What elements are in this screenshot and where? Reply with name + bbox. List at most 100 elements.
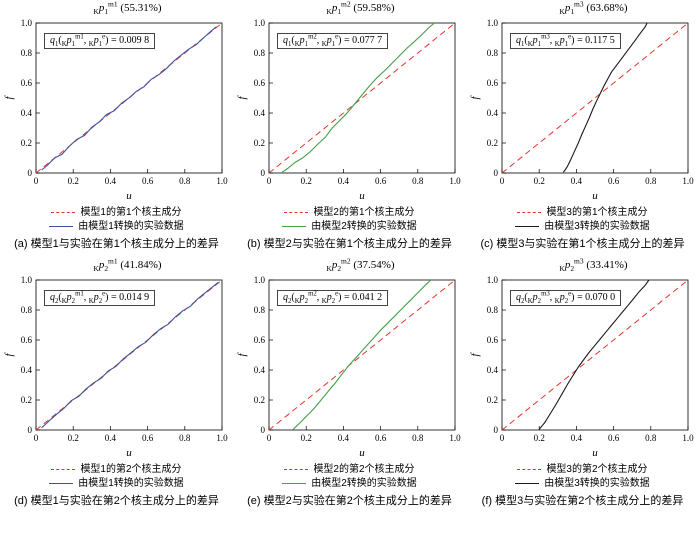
x-tick-label: 0.2 xyxy=(533,433,544,443)
text-segment: e xyxy=(102,290,106,298)
y-tick-label: 0.2 xyxy=(20,395,31,405)
text-segment: ( xyxy=(58,35,62,46)
text-segment: 1 xyxy=(521,41,525,48)
text-segment: m1 xyxy=(108,0,118,9)
text-segment: 1 xyxy=(55,41,59,48)
text-segment: K xyxy=(321,298,327,305)
text-segment: 1 xyxy=(304,41,309,48)
legend-item: 由模型2转换的实验数据 xyxy=(282,220,417,233)
y-tick-label: 0.8 xyxy=(253,305,265,315)
text-segment: K xyxy=(93,7,99,17)
x-tick-label: 0.8 xyxy=(645,176,657,186)
legend-dashed-line-icon xyxy=(517,469,542,470)
text-segment: m1 xyxy=(108,256,118,266)
x-tick-label: 0 xyxy=(33,433,38,443)
text-segment: , xyxy=(83,292,89,303)
text-segment: 2 xyxy=(288,298,292,305)
text-segment: 1 xyxy=(288,41,292,48)
panel-caption: (a) 模型1与实验在第1个核主成分上的差异 xyxy=(14,238,219,250)
y-tick-label: 1.0 xyxy=(486,18,498,28)
annotation-box: q2(Kp2m2, Kp2e) = 0.041 2 xyxy=(277,290,389,306)
x-tick-label: 0.4 xyxy=(337,433,349,443)
text-segment: K xyxy=(554,41,560,48)
text-segment: K xyxy=(326,264,332,274)
y-tick-label: 0 xyxy=(493,168,498,178)
legend-dashed-line-icon xyxy=(284,469,309,470)
text-segment: m3 xyxy=(574,0,584,9)
text-segment: p xyxy=(532,35,538,46)
x-tick-label: 1.0 xyxy=(449,433,461,443)
text-segment: m3 xyxy=(541,33,550,41)
x-tick-label: 0.4 xyxy=(337,176,349,186)
text-segment: p xyxy=(331,2,338,14)
x-tick-label: 0.8 xyxy=(179,176,191,186)
y-tick-label: 0.6 xyxy=(486,335,498,345)
panel-title: Kp1m2 (59.58%) xyxy=(233,0,466,17)
annotation-box: q2(Kp2m1, Kp2e) = 0.014 9 xyxy=(44,290,156,306)
text-segment: 1 xyxy=(570,7,575,17)
text-segment: K xyxy=(527,298,533,305)
panel-caption: (d) 模型1与实验在第2个核主成分上的差异 xyxy=(14,495,219,507)
legend-label: 由模型1转换的实验数据 xyxy=(78,221,184,232)
x-tick-label: 0.2 xyxy=(67,433,78,443)
plot-svg: 00 0.2 0.2 0.4 0.4 0.6 0.6 0.8 0.8 1.0 1.0 u f xyxy=(3,18,228,202)
text-segment: ( xyxy=(524,292,528,303)
legend-item: 模型1的第1个核主成分 xyxy=(51,206,182,219)
y-tick-label: 0 xyxy=(27,425,32,435)
legend-dashed-line-icon xyxy=(284,212,309,213)
text-segment: p xyxy=(564,259,571,271)
y-tick-label: 0.6 xyxy=(253,78,265,88)
panel-c: Kp1m3 (63.68%) 0 0 0.2 0.2 0.4 0.4 0.6 0.6 0.8 0.8… xyxy=(466,0,699,251)
y-tick-label: 0.2 xyxy=(253,138,264,148)
legend-label: 由模型1转换的实验数据 xyxy=(78,478,184,489)
legend-label: 模型3的第1个核主成分 xyxy=(546,207,648,218)
x-tick-label: 0.6 xyxy=(141,176,153,186)
legend-label: 模型3的第2个核主成分 xyxy=(546,464,648,475)
text-segment: e xyxy=(335,33,339,41)
text-segment: , xyxy=(316,292,322,303)
text-segment: q xyxy=(516,292,521,303)
y-tick-label: 0.6 xyxy=(20,335,32,345)
data-line xyxy=(281,22,435,173)
panel-title: Kp2m3 (33.41%) xyxy=(466,257,699,274)
text-segment: p xyxy=(98,2,105,14)
legend-item: 模型1的第2个核主成分 xyxy=(51,463,182,476)
legend: 模型3的第2个核主成分 由模型3转换的实验数据 xyxy=(466,463,699,490)
text-segment: K xyxy=(294,298,300,305)
y-tick-label: 0 xyxy=(260,168,265,178)
text-segment: 1 xyxy=(98,41,103,48)
axis-frame xyxy=(35,22,222,174)
text-segment: q xyxy=(50,292,55,303)
text-segment: m1 xyxy=(75,290,84,298)
x-tick-label: 1.0 xyxy=(216,176,228,186)
x-tick-label: 0 xyxy=(266,176,271,186)
y-tick-label: 0.8 xyxy=(486,305,498,315)
plot-svg: 00 0.2 0.2 0.4 0.4 0.6 0.6 0.8 0.8 1.0 1.0 u f xyxy=(236,18,461,202)
text-segment: (63.68%) xyxy=(583,2,628,14)
x-axis-label: u xyxy=(592,190,598,202)
legend-solid-line-icon xyxy=(49,226,74,227)
legend-solid-line-icon xyxy=(282,226,307,227)
y-tick-label: 0.4 xyxy=(253,108,265,118)
y-tick-label: 0.6 xyxy=(486,78,498,88)
text-segment: K xyxy=(93,264,99,274)
text-segment: , xyxy=(316,35,322,46)
text-segment: 1 xyxy=(331,41,336,48)
legend-label: 由模型3转换的实验数据 xyxy=(544,221,650,232)
text-segment: e xyxy=(568,33,572,41)
text-segment: , xyxy=(549,35,555,46)
panel-caption: (f) 模型3与实验在第2个核主成分上的差异 xyxy=(481,495,684,507)
y-tick-label: 0 xyxy=(260,425,265,435)
text-segment: p xyxy=(299,292,305,303)
y-tick-label: 1.0 xyxy=(253,275,265,285)
y-tick-label: 0.8 xyxy=(20,48,32,58)
plot-svg: 00 0.2 0.2 0.4 0.4 0.6 0.6 0.8 0.8 1.0 1.0 u f xyxy=(469,275,694,459)
legend-solid-line-icon xyxy=(49,483,74,484)
x-axis-label: u xyxy=(359,447,365,459)
y-axis-label: f xyxy=(3,95,15,100)
x-axis-label: u xyxy=(359,190,365,202)
text-segment: ) = 0.014 9 xyxy=(105,292,150,303)
y-tick-label: 0.6 xyxy=(20,78,32,88)
legend-item: 由模型2转换的实验数据 xyxy=(282,477,417,490)
y-tick-label: 0.2 xyxy=(253,395,264,405)
